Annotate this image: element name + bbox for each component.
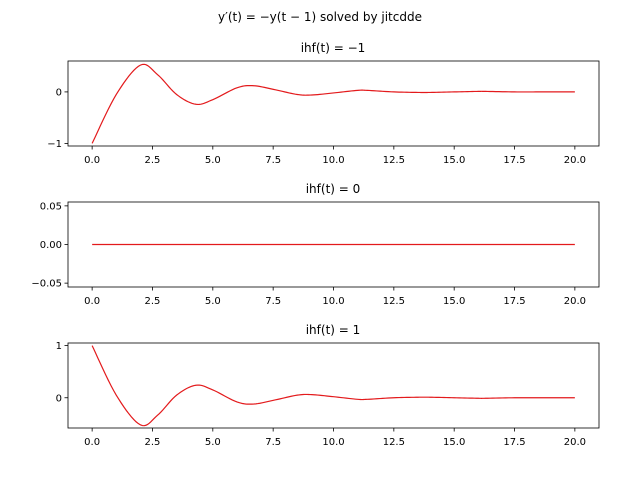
y-tick-label: 0.05: [40, 201, 62, 212]
y-tick-label: −1: [47, 139, 62, 150]
x-tick-label: 17.5: [503, 296, 525, 307]
x-tick-label: 15.0: [443, 437, 465, 448]
y-tick-label: 0.00: [40, 240, 62, 251]
x-tick-label: 7.5: [265, 155, 281, 166]
subplot-title: ihf(t) = 0: [306, 182, 361, 196]
x-tick-label: 0.0: [84, 155, 100, 166]
x-tick-label: 2.5: [145, 437, 161, 448]
axes-frame: [67, 342, 600, 429]
x-tick-label: 5.0: [205, 296, 221, 307]
x-tick-label: 5.0: [205, 437, 221, 448]
x-tick-label: 17.5: [503, 437, 525, 448]
subplot-ihf-minus-1: ihf(t) = −1 0.0 2.5 5.0 7.5 10.0 12.5 15.0 17.5…: [47, 41, 600, 166]
x-tick-label: 10.0: [322, 437, 344, 448]
x-tick-label: 7.5: [265, 437, 281, 448]
x-tick-label: 20.0: [564, 296, 586, 307]
x-tick-label: 0.0: [84, 296, 100, 307]
x-tick-label: 15.0: [443, 296, 465, 307]
x-tick-label: 2.5: [145, 296, 161, 307]
x-tick-label: 20.0: [564, 155, 586, 166]
x-tick-label: 12.5: [383, 155, 405, 166]
x-tick-label: 12.5: [383, 296, 405, 307]
x-tick-label: 5.0: [205, 155, 221, 166]
subplot-title: ihf(t) = 1: [306, 323, 361, 337]
x-tick-label: 0.0: [84, 437, 100, 448]
figure-suptitle: y′(t) = −y(t − 1) solved by jitcdde: [218, 10, 422, 24]
subplot-title: ihf(t) = −1: [301, 41, 366, 55]
axes-frame: [67, 60, 600, 147]
x-tick-label: 20.0: [564, 437, 586, 448]
x-tick-label: 10.0: [322, 155, 344, 166]
y-tick-label: −0.05: [31, 279, 62, 290]
x-tick-label: 15.0: [443, 155, 465, 166]
x-tick-label: 2.5: [145, 155, 161, 166]
x-tick-label: 7.5: [265, 296, 281, 307]
y-tick-label: 1: [56, 341, 62, 352]
x-tick-label: 10.0: [322, 296, 344, 307]
series-line: [91, 63, 575, 144]
y-tick-label: 0: [56, 87, 62, 98]
series-line: [91, 345, 575, 427]
subplot-ihf-1: ihf(t) = 1 0.0 2.5 5.0 7.5 10.0 12.5 15.0 17.5 2…: [56, 323, 600, 448]
x-tick-label: 17.5: [503, 155, 525, 166]
subplot-ihf-0: ihf(t) = 0 0.0 2.5 5.0 7.5 10.0 12.5 15.0 17.5 2…: [31, 182, 600, 307]
y-tick-label: 0: [56, 393, 62, 404]
x-tick-label: 12.5: [383, 437, 405, 448]
